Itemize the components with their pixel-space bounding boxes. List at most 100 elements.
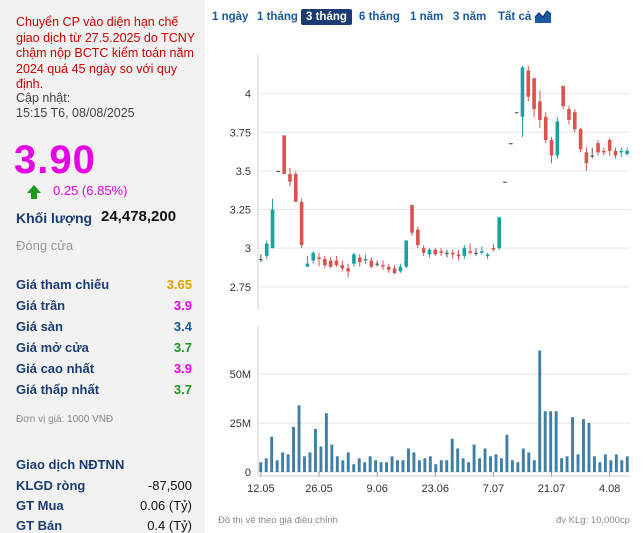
candle-body (398, 266, 403, 272)
volume-bar (379, 462, 383, 472)
volume-bar (554, 411, 558, 472)
tab-1-day[interactable]: 1 ngày (212, 11, 249, 23)
volume-bar (532, 460, 536, 472)
x-tick-label: 9.06 (366, 483, 387, 495)
candle-body (602, 150, 606, 153)
foreign-value: 0.4 (Tỷ) (147, 518, 192, 533)
tab-3-years[interactable]: 3 năm (453, 11, 487, 23)
x-tick-label: 12.05 (247, 483, 275, 495)
candle-body (555, 121, 560, 156)
candle-body (264, 243, 269, 256)
volume-bar (439, 460, 443, 472)
candle-body (386, 266, 391, 270)
time-range-tabs: 1 ngày 1 tháng 3 tháng 6 tháng 1 năm 3 n… (205, 8, 644, 28)
volume-bar (521, 448, 525, 472)
stat-value: 3.65 (166, 277, 192, 292)
volume-bar (576, 454, 580, 472)
volume-bar (582, 419, 585, 472)
price-change: 0.25 (6.85%) (53, 183, 128, 198)
candle-body (538, 101, 542, 120)
price-y-tick-label: 3 (245, 243, 251, 255)
volume-bar (434, 464, 438, 472)
foreign-row-buy: GT Mua 0.06 (Tỷ) (16, 498, 192, 513)
candle-body (491, 248, 496, 250)
current-price: 3.90 (14, 138, 96, 182)
tab-3-months[interactable]: 3 tháng (301, 9, 352, 25)
candle-body (369, 260, 374, 267)
candle-body (328, 260, 333, 267)
candle-body (299, 201, 304, 246)
volume-bar (543, 411, 547, 472)
candle-body (270, 209, 275, 249)
stat-label: Giá trần (16, 298, 66, 313)
candle-body (352, 254, 356, 264)
area-chart-icon[interactable] (534, 8, 552, 24)
stat-value: 3.9 (173, 298, 192, 313)
candle-body (596, 143, 600, 153)
volume-bar (286, 454, 290, 472)
volume-value: 24,478,200 (101, 208, 177, 225)
volume-y-tick-label: 0 (245, 467, 251, 479)
volume-bar (401, 460, 405, 472)
stat-label: Giá thấp nhất (16, 382, 100, 397)
volume-bar (445, 460, 449, 472)
stat-value: 3.9 (173, 361, 192, 376)
volume-bar (571, 417, 575, 472)
volume-bar (467, 462, 471, 472)
volume-bar (341, 460, 345, 472)
price-y-tick-label: 3.5 (236, 166, 251, 178)
volume-bar (319, 446, 323, 472)
update-time: 15:15 T6, 08/08/2025 (16, 106, 135, 120)
tab-1-year[interactable]: 1 năm (410, 11, 444, 23)
volume-bar (330, 444, 334, 472)
x-tick-label: 4.08 (599, 483, 620, 495)
volume-bar (346, 452, 350, 472)
candle-body (282, 135, 286, 174)
volume-label: Khối lượng (16, 210, 93, 226)
price-y-tick-label: 3.75 (230, 127, 251, 139)
candle-body (607, 140, 612, 151)
volume-bar (428, 456, 432, 472)
volume-bar (598, 462, 602, 472)
tab-all[interactable]: Tất cả (498, 11, 532, 23)
trading-restriction-warning: Chuyển CP vào diện hạn chế giao dịch từ … (16, 15, 195, 91)
chart-footnote: Đồ thị vẽ theo giá điều chỉnh (218, 515, 338, 526)
candle-body (613, 150, 618, 156)
candle-body (404, 240, 409, 267)
volume-bar (483, 448, 487, 472)
candle-body (288, 174, 292, 182)
volume-bar (292, 426, 296, 472)
stat-label: Giá cao nhất (16, 361, 95, 376)
volume-bar (461, 458, 465, 472)
update-label: Cập nhật: (16, 91, 71, 105)
stat-row-open: Giá mở cửa 3.7 (16, 340, 192, 355)
tab-1-month[interactable]: 1 tháng (257, 11, 298, 23)
stat-label: Giá tham chiếu (16, 277, 110, 292)
candle-body (392, 268, 397, 273)
candle-body (584, 152, 589, 164)
volume-bar (275, 460, 279, 472)
volume-bar (385, 462, 389, 472)
candle-body (497, 217, 502, 249)
candle-body (276, 170, 281, 173)
candle-body (474, 252, 478, 255)
stat-value: 3.7 (173, 340, 192, 355)
price-y-tick-label: 3.25 (230, 205, 251, 217)
volume-bar (527, 452, 531, 472)
candle-body (578, 129, 583, 150)
stat-row-reference: Giá tham chiếu 3.65 (16, 277, 192, 292)
volume-bar (609, 460, 613, 472)
candle-body (416, 229, 420, 246)
volume-bar (587, 423, 591, 472)
arrow-up-icon (27, 185, 41, 199)
tab-6-months[interactable]: 6 tháng (359, 11, 400, 23)
volume-bar (264, 458, 268, 472)
volume-bar (396, 460, 399, 472)
candle-body (479, 251, 484, 253)
foreign-value: -87,500 (147, 478, 192, 493)
price-y-tick-label: 2.75 (230, 282, 251, 294)
volume-bar (303, 456, 306, 472)
volume-bar (406, 448, 410, 472)
x-tick-label: 21.07 (538, 483, 566, 495)
volume-bar (417, 460, 421, 472)
